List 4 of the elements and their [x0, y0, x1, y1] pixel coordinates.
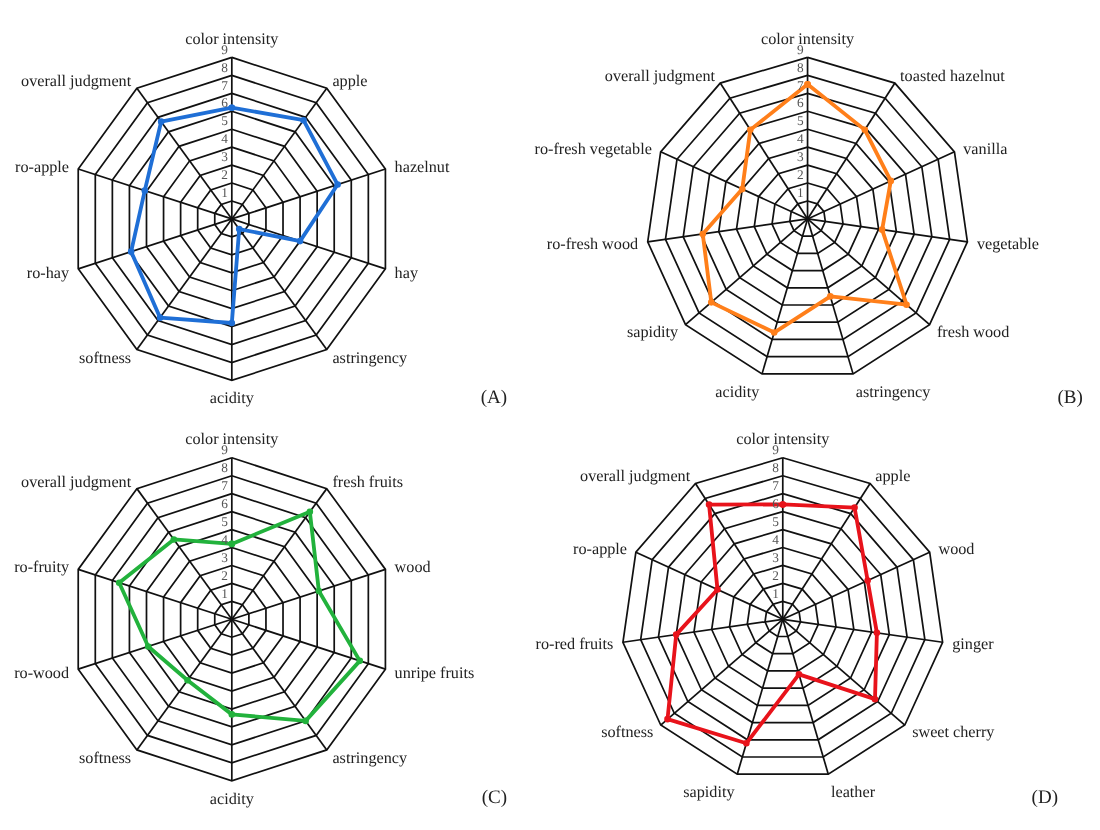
text: (C)	[481, 789, 508, 810]
text: (B)	[1057, 388, 1083, 409]
text: (A)	[480, 388, 508, 409]
text: (D)	[1031, 789, 1059, 810]
